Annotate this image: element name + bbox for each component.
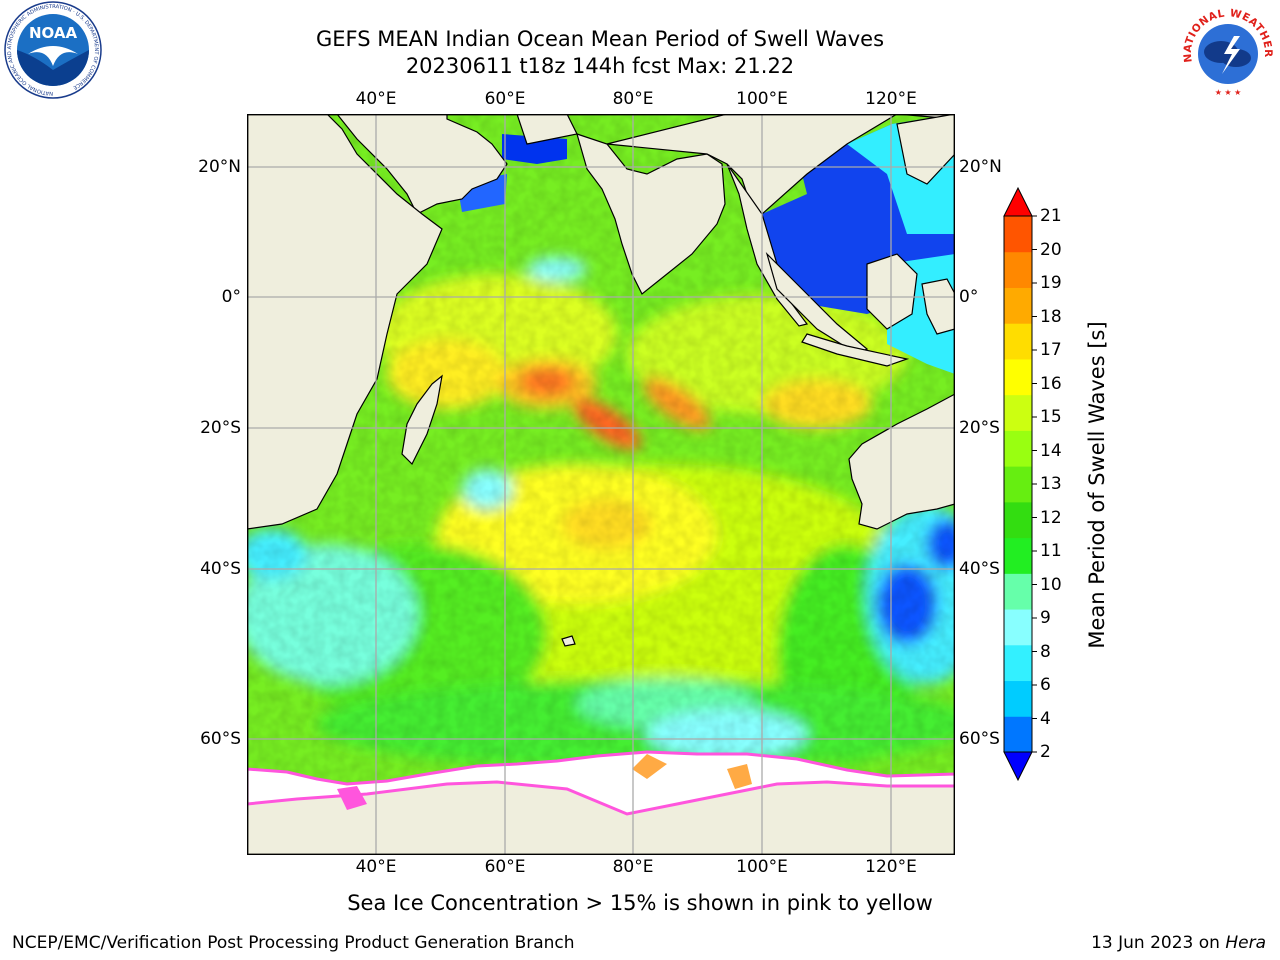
- colorbar-label: Mean Period of Swell Waves [s]: [1085, 321, 1109, 649]
- colorbar-segment: [1004, 323, 1032, 360]
- svg-text:★ ★ ★: ★ ★ ★: [1215, 88, 1242, 97]
- arabian-gulf-blue: [502, 134, 567, 164]
- noaa-logo-text: NOAA: [29, 24, 78, 42]
- lat-label-right-40s: 40°S: [959, 559, 1000, 579]
- lat-label-right-20s: 20°S: [959, 418, 1000, 438]
- colorbar-segment: [1004, 609, 1032, 646]
- land-masses: [247, 114, 955, 855]
- colorbar-segment: [1004, 287, 1032, 324]
- lon-label-top-100e: 100°E: [736, 89, 788, 109]
- sea-ice-note: Sea Ice Concentration > 15% is shown in …: [347, 891, 933, 915]
- footer-machine: Hera: [1225, 933, 1266, 953]
- lon-label-bottom-60e: 60°E: [484, 857, 526, 877]
- noaa-logo: NATIONAL OCEANIC AND ATMOSPHERIC ADMINIS…: [0, 0, 106, 100]
- colorbar-tick-label: 15: [1040, 407, 1062, 427]
- colorbar-tick-label: 17: [1040, 340, 1062, 360]
- lon-label-top-60e: 60°E: [484, 89, 526, 109]
- lat-label-left-60s: 60°S: [200, 729, 241, 749]
- colorbar-tick-label: 21: [1040, 206, 1062, 226]
- footer-date: 13 Jun 2023 on: [1091, 933, 1220, 953]
- colorbar-max-arrow: [1003, 186, 1033, 217]
- colorbar-tick-label: 13: [1040, 474, 1062, 494]
- lat-label-right-0: 0°: [959, 287, 979, 307]
- colorbar-tick-label: 20: [1040, 239, 1062, 260]
- colorbar-segment: [1004, 430, 1032, 467]
- colorbar-segment: [1004, 501, 1032, 539]
- title-line-2: 20230611 t18z 144h fcst Max: 21.22: [405, 54, 795, 78]
- colorbar-segment: [1004, 644, 1032, 682]
- colorbar-tick-label: 19: [1040, 273, 1062, 293]
- colorbar-tick-label: 2: [1040, 742, 1051, 762]
- lat-label-left-40s: 40°S: [200, 559, 241, 579]
- colorbar-tick-label: 4: [1040, 708, 1051, 729]
- title-line-1: GEFS MEAN Indian Ocean Mean Period of Sw…: [315, 27, 885, 51]
- lat-label-right-20n: 20°N: [959, 157, 1002, 177]
- graticule: [247, 114, 955, 855]
- colorbar-tick-label: 10: [1040, 574, 1062, 595]
- colorbar-segment: [1004, 358, 1032, 396]
- lat-label-left-0: 0°: [221, 287, 241, 307]
- footer-timestamp: 13 Jun 2023 on Hera: [1091, 933, 1266, 953]
- colorbar-segment: [1004, 680, 1032, 717]
- nws-logo: NATIONAL WEATHER SERVICE ★ ★ ★: [1174, 0, 1278, 102]
- colorbar: [1003, 186, 1037, 782]
- colorbar-segment: [1004, 537, 1032, 574]
- footer-branch: NCEP/EMC/Verification Post Processing Pr…: [12, 933, 575, 953]
- map-title: GEFS MEAN Indian Ocean Mean Period of Sw…: [0, 26, 1200, 80]
- colorbar-tick-label: 9: [1040, 608, 1051, 628]
- lon-label-bottom-80e: 80°E: [612, 857, 654, 877]
- colorbar-segment: [1004, 251, 1032, 288]
- colorbar-segment: [1004, 394, 1032, 431]
- colorbar-tick-label: 14: [1040, 440, 1062, 461]
- colorbar-segment: [1004, 216, 1032, 253]
- lat-label-right-60s: 60°S: [959, 729, 1000, 749]
- colorbar-tick-label: 6: [1040, 675, 1051, 695]
- lon-label-top-80e: 80°E: [612, 89, 654, 109]
- colorbar-tick-label: 16: [1040, 373, 1062, 394]
- lon-label-top-40e: 40°E: [355, 89, 397, 109]
- colorbar-tick-label: 8: [1040, 641, 1051, 662]
- colorbar-segment: [1004, 573, 1032, 610]
- lat-label-left-20n: 20°N: [198, 157, 241, 177]
- lat-label-left-20s: 20°S: [200, 418, 241, 438]
- swell-period-map: [247, 114, 955, 855]
- colorbar-tick-label: 18: [1040, 306, 1062, 327]
- lon-label-bottom-40e: 40°E: [355, 857, 397, 877]
- colorbar-segment: [1004, 466, 1032, 503]
- colorbar-tick-label: 12: [1040, 507, 1062, 528]
- lon-label-bottom-100e: 100°E: [736, 857, 788, 877]
- colorbar-tick-label: 11: [1040, 541, 1062, 561]
- colorbar-min-arrow: [1003, 751, 1033, 782]
- lon-label-top-120e: 120°E: [865, 89, 917, 109]
- colorbar-segment: [1004, 716, 1032, 753]
- sea-ice: [247, 750, 955, 816]
- lon-label-bottom-120e: 120°E: [865, 857, 917, 877]
